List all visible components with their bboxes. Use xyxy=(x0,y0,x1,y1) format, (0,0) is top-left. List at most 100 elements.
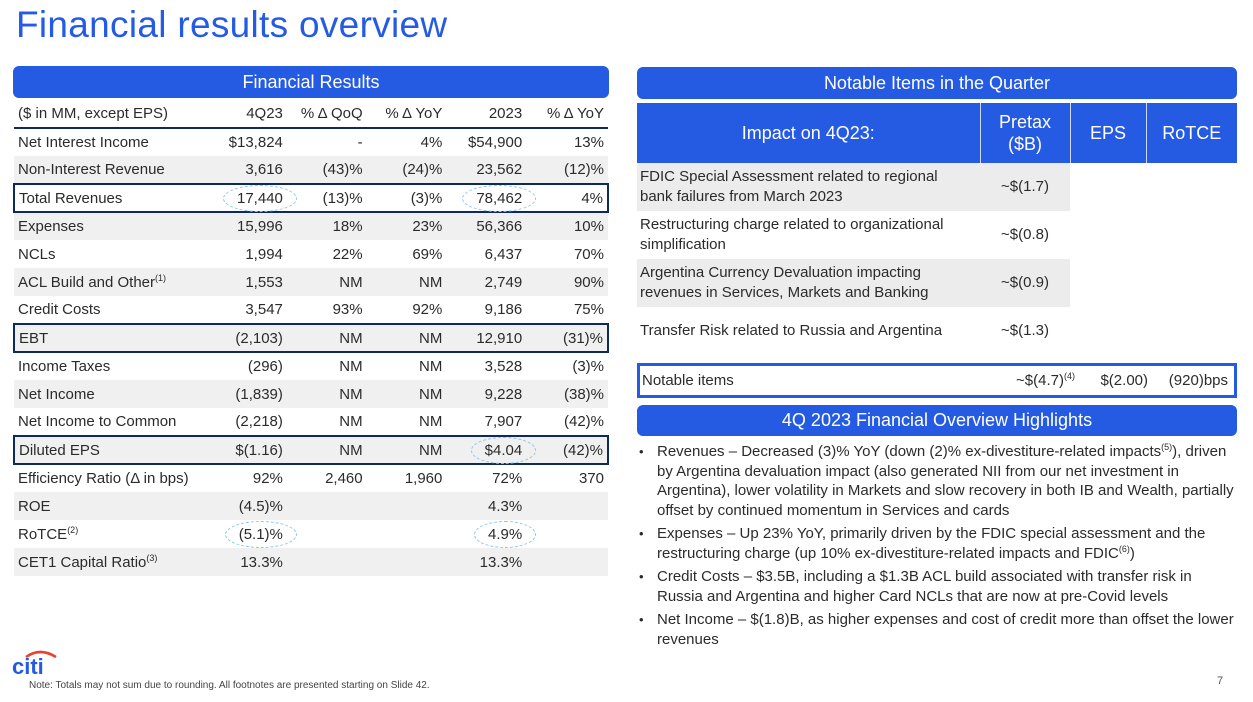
highlight-bullet-net-income: Net Income – $(1.8)B, as higher expenses… xyxy=(637,610,1237,649)
cell-fy: 13.3% xyxy=(446,548,527,576)
notable-item-pretax: ~$(1.3) xyxy=(1001,322,1049,339)
total-label: Notable items xyxy=(642,372,734,389)
row-label: Net Income xyxy=(14,380,210,408)
cell-qoq: (43)% xyxy=(286,156,367,184)
cell-yoy: (3)% xyxy=(366,183,447,213)
cell-qoq: - xyxy=(357,134,363,151)
cell-fy: 4.3% xyxy=(446,492,527,520)
row-label: Efficiency Ratio (Δ in bps) xyxy=(18,470,189,487)
cell-fy: 9,186 xyxy=(484,301,523,318)
row-label: Diluted EPS xyxy=(12,435,210,465)
footnote: Note: Totals may not sum due to rounding… xyxy=(29,680,430,691)
row-label: CET1 Capital Ratio(3) xyxy=(14,548,210,576)
cell-q: (5.1)% xyxy=(224,520,298,548)
cell-yoy: 1,960 xyxy=(404,470,443,487)
highlights-header: 4Q 2023 Financial Overview Highlights xyxy=(637,405,1237,436)
cell-fy-yoy: (3)% xyxy=(572,358,604,375)
table-row: Credit Costs 3,547 93% 92% 9,186 75% xyxy=(14,296,608,324)
row-label: Expenses xyxy=(14,212,210,240)
table-row: Non-Interest Revenue 3,616 (43)% (24)% 23,56… xyxy=(14,156,608,184)
column-header-yoy: % Δ YoY xyxy=(366,100,447,129)
cell-fy-yoy: (12)% xyxy=(526,156,608,184)
cell-yoy: NM xyxy=(366,323,447,353)
cell-fy: 2,749 xyxy=(446,268,527,296)
row-label: RoTCE(2) xyxy=(18,524,79,543)
financial-results-table: ($ in MM, except EPS) 4Q23 % Δ QoQ % Δ Y… xyxy=(12,100,609,576)
table-row: RoTCE(2) (5.1)% 4.9% xyxy=(14,520,608,548)
total-eps: $(2.00) xyxy=(1100,372,1148,389)
cell-qoq: 22% xyxy=(332,245,363,263)
highlight-bullet-expenses: Expenses – Up 23% YoY, primarily driven … xyxy=(637,524,1237,563)
table-row: Expenses 15,996 18% 23% 56,366 10% xyxy=(14,212,608,240)
row-label: Net Income to Common xyxy=(18,413,177,430)
cell-q: $13,824 xyxy=(228,134,283,151)
cell-yoy: 92% xyxy=(412,301,443,318)
cell-fy-yoy: (42)% xyxy=(526,435,609,465)
cell-yoy: NM xyxy=(419,413,443,430)
cell-q: (2,103) xyxy=(209,323,287,353)
cell-qoq: 2,460 xyxy=(325,470,363,487)
cell-yoy: NM xyxy=(419,358,443,375)
cell-qoq: 93% xyxy=(332,301,363,318)
row-label: Total Revenues xyxy=(12,183,210,213)
cell-qoq: NM xyxy=(286,268,367,296)
column-header-fy-yoy: % Δ YoY xyxy=(526,100,608,129)
notable-item-row: Argentina Currency Devaluation impacting… xyxy=(637,259,1237,307)
cell-q: (2,218) xyxy=(235,413,283,430)
citi-logo: citi xyxy=(12,650,57,676)
cell-q: 13.3% xyxy=(209,548,287,576)
cell-q: 3,616 xyxy=(209,156,287,184)
table-row: Efficiency Ratio (Δ in bps) 92% 2,460 1,960… xyxy=(14,464,608,492)
cell-qoq: NM xyxy=(339,358,363,375)
cell-fy: 78,462 xyxy=(446,183,537,213)
notable-item-desc: Argentina Currency Devaluation impacting… xyxy=(637,259,980,307)
cell-fy: 7,907 xyxy=(484,413,523,430)
cell-yoy: (24)% xyxy=(366,156,447,184)
cell-fy: 6,437 xyxy=(484,245,523,263)
row-label: Credit Costs xyxy=(18,301,101,318)
table-row: Net Income (1,839) NM NM 9,228 (38)% xyxy=(14,380,608,408)
cell-qoq: NM xyxy=(286,435,367,465)
cell-fy-yoy xyxy=(526,520,608,548)
page-title: Financial results overview xyxy=(16,4,448,45)
financial-results-header: Financial Results xyxy=(13,66,609,98)
table-row: Net Income to Common (2,218) NM NM 7,907 (42)… xyxy=(14,408,608,436)
cell-q: 1,553 xyxy=(209,268,287,296)
cell-q: 92% xyxy=(252,470,283,487)
cell-q: $(1.16) xyxy=(209,435,287,465)
cell-fy: 9,228 xyxy=(446,380,527,408)
notable-item-desc: FDIC Special Assessment related to regio… xyxy=(637,163,980,211)
cell-fy: 12,910 xyxy=(446,323,527,353)
column-header-4q23: 4Q23 xyxy=(209,100,287,129)
notable-item-desc: Restructuring charge related to organiza… xyxy=(640,216,944,253)
highlights-list: Revenues – Decreased (3)% YoY (down (2)%… xyxy=(637,442,1237,649)
cell-q: 1,994 xyxy=(245,245,283,263)
cell-q: (4.5)% xyxy=(209,492,287,520)
cell-fy: $54,900 xyxy=(467,134,523,151)
cell-qoq: NM xyxy=(286,380,367,408)
cell-qoq: (13)% xyxy=(286,183,367,213)
row-label: NCLs xyxy=(18,245,56,263)
column-header-qoq: % Δ QoQ xyxy=(286,100,367,129)
cell-q: (1,839) xyxy=(209,380,287,408)
row-label: ROE xyxy=(14,492,210,520)
cell-fy: 56,366 xyxy=(446,212,527,240)
cell-fy: 23,562 xyxy=(446,156,527,184)
highlight-bullet-credit-costs: Credit Costs – $3.5B, including a $1.3B … xyxy=(637,567,1237,606)
cell-fy-yoy xyxy=(526,548,608,576)
notable-item-row: FDIC Special Assessment related to regio… xyxy=(637,163,1237,211)
cell-yoy: NM xyxy=(366,380,447,408)
cell-yoy xyxy=(367,520,447,548)
column-header-eps: EPS xyxy=(1069,103,1146,163)
notable-header-row: Impact on 4Q23: Pretax ($B) EPS RoTCE xyxy=(637,103,1237,163)
cell-fy-yoy: (42)% xyxy=(563,413,604,430)
cell-fy: 4.9% xyxy=(473,520,537,548)
table-row: ACL Build and Other(1) 1,553 NM NM 2,749 90% xyxy=(14,268,608,296)
total-rotce: (920)bps xyxy=(1168,372,1228,389)
notable-item-row: Restructuring charge related to organiza… xyxy=(637,211,1237,259)
notable-item-row: Transfer Risk related to Russia and Arge… xyxy=(637,307,1237,355)
notable-items-total-row: Notable items ~$(4.7)(4) $(2.00) (920)bp… xyxy=(637,363,1237,398)
table-row: ROE (4.5)% 4.3% xyxy=(14,492,608,520)
cell-yoy: NM xyxy=(366,268,447,296)
row-label: Net Interest Income xyxy=(18,134,149,151)
